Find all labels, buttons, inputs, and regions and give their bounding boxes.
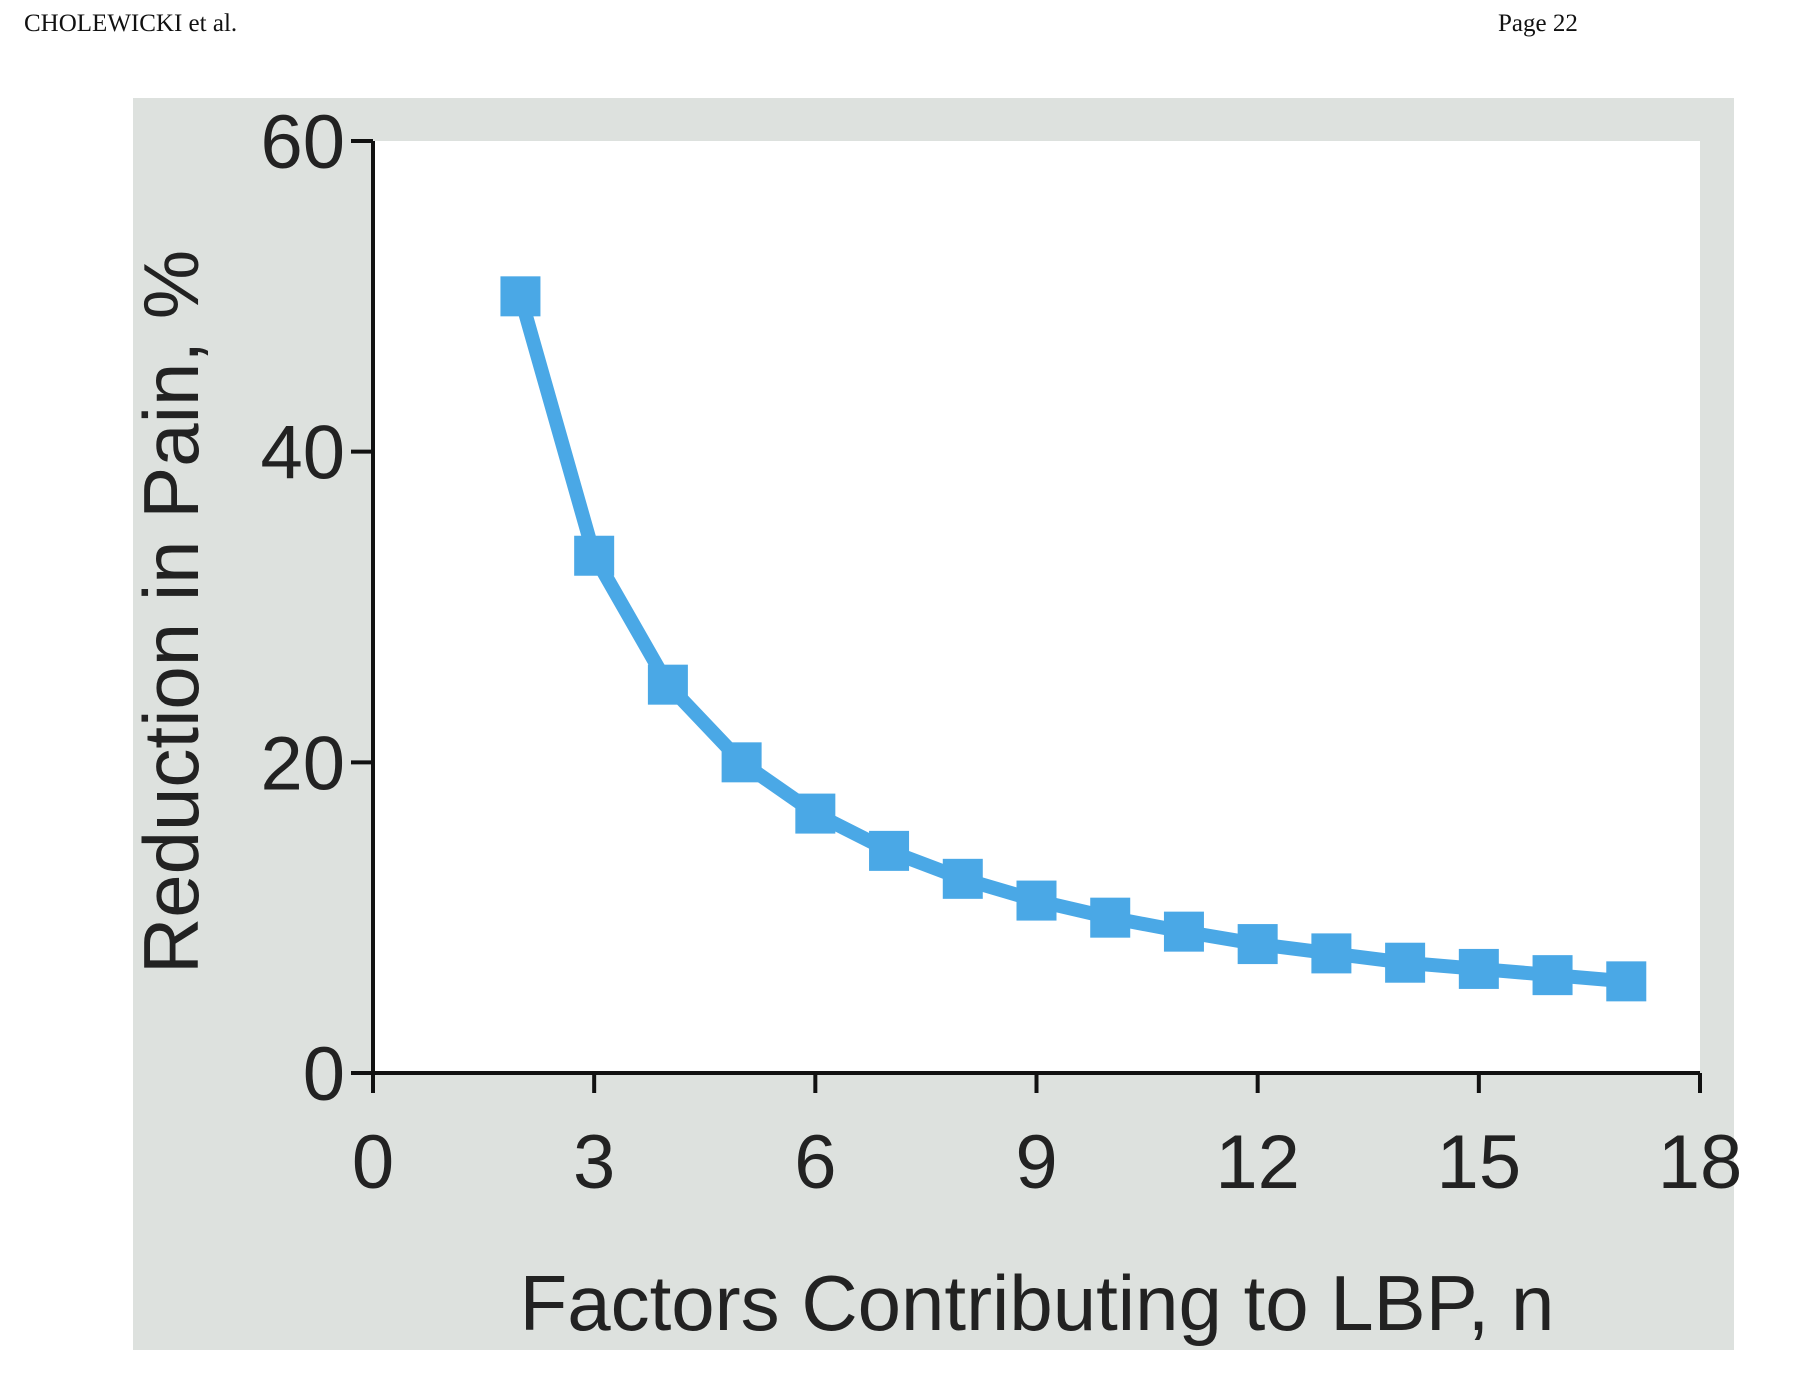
running-header-author: CHOLEWICKI et al.	[24, 10, 238, 37]
data-point-marker	[1532, 955, 1573, 996]
data-point-marker	[795, 793, 836, 834]
x-tick-label: 18	[1658, 1120, 1743, 1205]
y-tick-label: 0	[303, 1032, 345, 1117]
x-tick-label: 0	[352, 1120, 394, 1205]
data-point-marker	[574, 535, 615, 576]
x-axis-label: Factors Contributing to LBP, n	[520, 1259, 1555, 1347]
data-point-marker	[721, 742, 762, 783]
ticks: 0 20 40 60 0 3 6 9 12 15 18	[260, 100, 1742, 1205]
data-point-marker	[647, 664, 688, 705]
y-tick-label: 60	[260, 100, 345, 185]
x-tick-label: 3	[573, 1120, 615, 1205]
y-axis-label: Reduction in Pain, %	[127, 250, 215, 974]
x-tick-label: 12	[1215, 1120, 1300, 1205]
data-point-marker	[1237, 924, 1278, 965]
page-number: Page 22	[1498, 10, 1578, 37]
data-point-marker	[1458, 948, 1499, 989]
data-point-marker	[1385, 942, 1426, 983]
data-point-marker	[1606, 961, 1647, 1002]
series-group	[500, 276, 1647, 1002]
data-point-marker	[869, 830, 910, 871]
axes	[371, 141, 1700, 1075]
data-point-marker	[1311, 933, 1352, 974]
x-tick-label: 9	[1015, 1120, 1057, 1205]
data-point-marker	[500, 276, 541, 317]
y-tick-label: 40	[260, 411, 345, 496]
y-tick-label: 20	[260, 721, 345, 806]
data-point-marker	[1090, 897, 1131, 938]
series-line	[513, 294, 1627, 989]
data-point-marker	[1163, 911, 1204, 952]
x-tick-label: 6	[794, 1120, 836, 1205]
x-tick-label: 15	[1437, 1120, 1522, 1205]
data-point-marker	[942, 858, 983, 899]
data-point-marker	[1016, 880, 1057, 921]
